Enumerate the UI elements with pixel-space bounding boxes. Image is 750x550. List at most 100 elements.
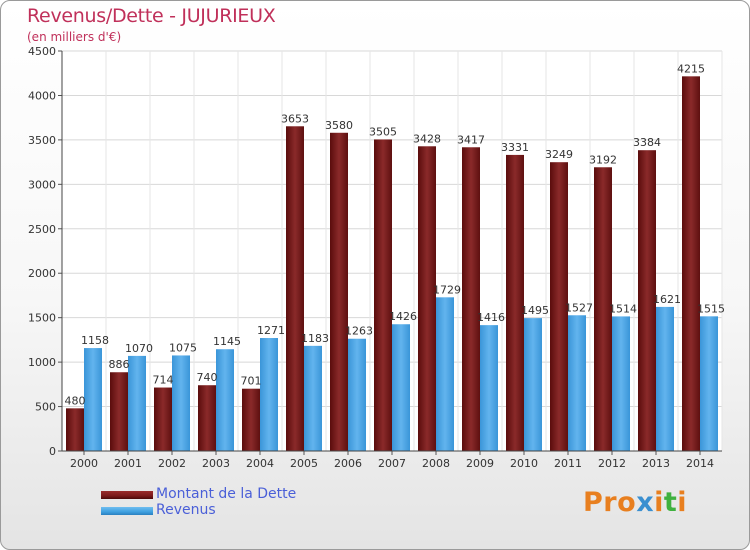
data-label-revenus: 1527 [565,301,593,314]
legend-swatch-revenus [101,507,153,515]
bar-revenus [524,318,542,451]
bar-revenus [216,349,234,451]
bar-dette [198,385,216,451]
bar-revenus [568,315,586,451]
bar-revenus [172,355,190,451]
data-label-revenus: 1416 [477,311,505,324]
bar-revenus [392,324,410,451]
data-label-dette: 3384 [633,136,661,149]
data-label-dette: 3428 [413,132,441,145]
data-label-dette: 4215 [677,62,705,75]
bar-dette [418,146,436,452]
x-tick-label: 2004 [246,457,274,470]
data-label-revenus: 1075 [169,341,197,354]
legend-label-revenus: Revenus [156,502,216,518]
bar-dette [682,76,700,451]
x-tick-label: 2009 [466,457,494,470]
bar-dette [374,139,392,451]
logo-letter: i [654,487,664,518]
bar-dette [66,408,84,451]
data-label-dette: 886 [109,358,130,371]
y-tick-label: 4500 [28,45,56,58]
data-label-dette: 3192 [589,153,617,166]
x-tick-label: 2014 [686,457,714,470]
legend-label-dette: Montant de la Dette [156,486,297,502]
y-tick-label: 2000 [28,267,56,280]
x-tick-label: 2003 [202,457,230,470]
y-tick-label: 500 [35,401,56,414]
x-tick-label: 2012 [598,457,626,470]
bar-dette [550,162,568,451]
data-label-revenus: 1183 [301,332,329,345]
data-label-revenus: 1070 [125,342,153,355]
x-tick-label: 2006 [334,457,362,470]
proxiti-logo: Proxiti [583,487,687,518]
data-label-dette: 3505 [369,125,397,138]
bar-revenus [128,355,146,451]
y-tick-label: 3500 [28,134,56,147]
bar-dette [462,147,480,451]
y-tick-label: 3000 [28,178,56,191]
data-label-revenus: 1495 [521,304,549,317]
data-label-revenus: 1621 [653,293,681,306]
bar-dette [638,150,656,451]
data-label-dette: 701 [241,375,262,388]
logo-letter: o [617,487,637,518]
x-tick-label: 2007 [378,457,406,470]
chart-title: Revenus/Dette - JUJURIEUX [27,5,276,27]
data-label-revenus: 1515 [697,302,725,315]
bar-revenus [700,316,718,451]
data-label-revenus: 1426 [389,310,417,323]
data-label-dette: 3249 [545,148,573,161]
data-label-revenus: 1158 [81,334,109,347]
bar-dette [330,132,348,451]
chart-subtitle: (en milliers d'€) [27,30,122,44]
bar-dette [286,126,304,452]
x-tick-label: 2013 [642,457,670,470]
data-label-dette: 3331 [501,141,529,154]
data-label-revenus: 1271 [257,324,285,337]
y-tick-label: 4000 [28,89,56,102]
logo-letter: t [663,487,678,518]
legend-swatch-dette [101,491,153,499]
data-label-revenus: 1729 [433,283,461,296]
logo-letter: i [677,487,688,518]
data-label-revenus: 1145 [213,335,241,348]
logo-letter: r [603,487,618,518]
x-tick-label: 2001 [114,457,142,470]
x-tick-label: 2005 [290,457,318,470]
bar-revenus [84,348,102,451]
bar-revenus [304,345,322,451]
y-tick-label: 1500 [28,312,56,325]
bar-revenus [480,325,498,451]
bar-revenus [436,297,454,451]
bar-dette [506,154,524,451]
x-tick-label: 2002 [158,457,186,470]
bar-revenus [348,338,366,451]
bar-revenus [656,306,674,451]
y-tick-label: 2500 [28,223,56,236]
data-label-dette: 714 [153,374,174,387]
x-tick-label: 2000 [70,457,98,470]
bar-dette [110,372,128,451]
data-label-dette: 3580 [325,119,353,132]
bar-dette [594,167,612,451]
data-label-dette: 3417 [457,133,485,146]
logo-letter: x [636,487,655,518]
bar-revenus [260,338,278,451]
x-tick-label: 2011 [554,457,582,470]
bar-revenus [612,316,630,451]
data-label-dette: 740 [197,371,218,384]
x-tick-label: 2008 [422,457,450,470]
y-tick-label: 1000 [28,356,56,369]
logo-letter: P [583,487,604,518]
bar-dette [154,387,172,451]
data-label-dette: 480 [65,394,86,407]
bar-dette [242,388,260,451]
y-tick-label: 0 [49,445,56,458]
data-label-revenus: 1514 [609,302,637,315]
data-label-revenus: 1263 [345,325,373,338]
data-label-dette: 3653 [281,112,309,125]
